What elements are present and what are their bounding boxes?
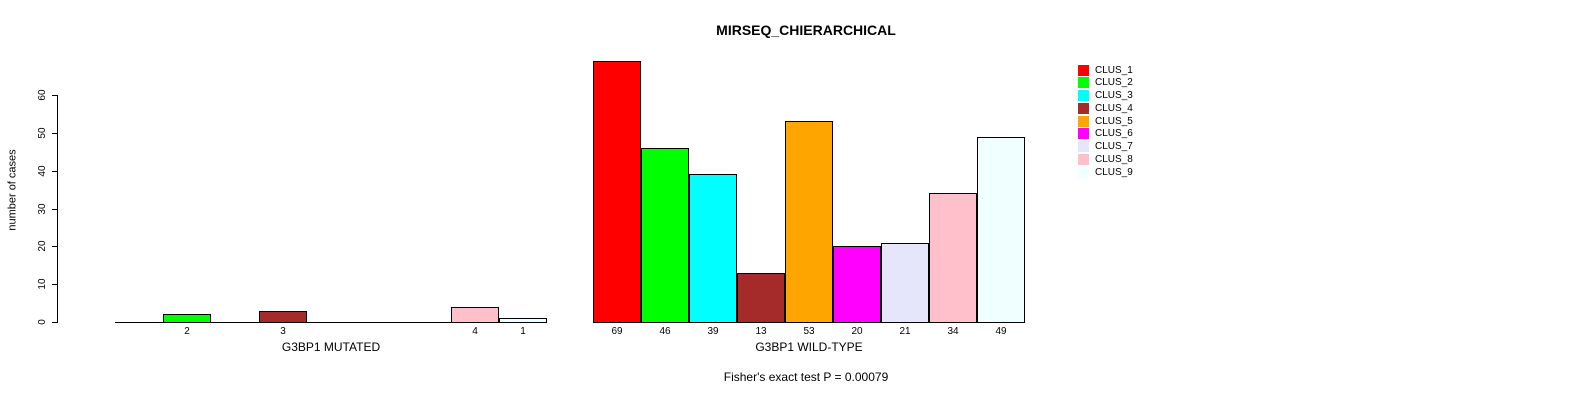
y-axis-tick-60 <box>52 95 57 96</box>
legend-swatch-clus_2 <box>1078 77 1089 88</box>
bar-clus_9-g3bp1-mutated <box>499 318 547 323</box>
x-axis-baseline-g3bp1-mutated <box>115 322 547 323</box>
fisher-test-annotation: Fisher's exact test P = 0.00079 <box>723 370 889 384</box>
bar-clus_4-g3bp1-wild-type <box>737 273 785 323</box>
y-axis-tick-label-10: 10 <box>37 278 48 290</box>
bar-value-label-clus_4-g3bp1-wild-type: 13 <box>755 326 767 337</box>
y-axis-tick-label-30: 30 <box>37 203 48 215</box>
bar-value-label-clus_9-g3bp1-mutated: 1 <box>520 326 526 337</box>
y-axis-title: number of cases <box>6 149 19 231</box>
bar-value-label-clus_5-g3bp1-wild-type: 53 <box>803 326 815 337</box>
bar-clus_5-g3bp1-wild-type <box>785 121 833 323</box>
bar-clus_9-g3bp1-wild-type <box>977 137 1025 323</box>
legend-label-clus_9: CLUS_9 <box>1095 167 1133 178</box>
legend-label-clus_4: CLUS_4 <box>1095 103 1133 114</box>
y-axis-tick-label-40: 40 <box>37 165 48 177</box>
bar-value-label-clus_2-g3bp1-mutated: 2 <box>184 326 190 337</box>
bar-clus_1-g3bp1-wild-type <box>593 61 641 323</box>
legend-swatch-clus_9 <box>1078 167 1089 178</box>
y-axis-tick-label-20: 20 <box>37 240 48 252</box>
bar-clus_7-g3bp1-wild-type <box>881 243 929 323</box>
bar-clus_2-g3bp1-mutated <box>163 314 211 323</box>
y-axis-tick-label-60: 60 <box>37 89 48 101</box>
legend-swatch-clus_7 <box>1078 141 1089 152</box>
y-axis-tick-label-0: 0 <box>37 319 48 325</box>
legend-swatch-clus_6 <box>1078 128 1089 139</box>
y-axis-tick-50 <box>52 133 57 134</box>
legend-label-clus_1: CLUS_1 <box>1095 65 1133 76</box>
y-axis-tick-0 <box>52 322 57 323</box>
bar-clus_2-g3bp1-wild-type <box>641 148 689 323</box>
y-axis-tick-20 <box>52 246 57 247</box>
group-label-g3bp1-mutated: G3BP1 MUTATED <box>281 340 381 354</box>
bar-clus_8-g3bp1-mutated <box>451 307 499 323</box>
bar-value-label-clus_8-g3bp1-wild-type: 34 <box>947 326 959 337</box>
legend-label-clus_8: CLUS_8 <box>1095 154 1133 165</box>
legend-swatch-clus_8 <box>1078 154 1089 165</box>
legend-label-clus_5: CLUS_5 <box>1095 116 1133 127</box>
bar-clus_3-g3bp1-wild-type <box>689 174 737 323</box>
legend-swatch-clus_1 <box>1078 65 1089 76</box>
y-axis-tick-10 <box>52 284 57 285</box>
group-label-g3bp1-wild-type: G3BP1 WILD-TYPE <box>755 340 863 354</box>
y-axis-tick-40 <box>52 171 57 172</box>
bar-clus_8-g3bp1-wild-type <box>929 193 977 323</box>
legend-label-clus_3: CLUS_3 <box>1095 90 1133 101</box>
bar-value-label-clus_3-g3bp1-wild-type: 39 <box>707 326 719 337</box>
bar-value-label-clus_7-g3bp1-wild-type: 21 <box>899 326 911 337</box>
legend-swatch-clus_4 <box>1078 103 1089 114</box>
legend-label-clus_7: CLUS_7 <box>1095 141 1133 152</box>
legend-swatch-clus_3 <box>1078 90 1089 101</box>
y-axis-tick-label-50: 50 <box>37 127 48 139</box>
chart-title: MIRSEQ_CHIERARCHICAL <box>716 22 896 38</box>
bar-value-label-clus_8-g3bp1-mutated: 4 <box>472 326 478 337</box>
bar-value-label-clus_1-g3bp1-wild-type: 69 <box>611 326 623 337</box>
legend-swatch-clus_5 <box>1078 116 1089 127</box>
bar-value-label-clus_9-g3bp1-wild-type: 49 <box>995 326 1007 337</box>
bar-value-label-clus_4-g3bp1-mutated: 3 <box>280 326 286 337</box>
legend-label-clus_2: CLUS_2 <box>1095 77 1133 88</box>
bar-clus_6-g3bp1-wild-type <box>833 246 881 323</box>
bar-value-label-clus_6-g3bp1-wild-type: 20 <box>851 326 863 337</box>
bar-clus_4-g3bp1-mutated <box>259 311 307 323</box>
legend-label-clus_6: CLUS_6 <box>1095 128 1133 139</box>
bar-value-label-clus_2-g3bp1-wild-type: 46 <box>659 326 671 337</box>
y-axis-line <box>57 95 58 323</box>
y-axis-tick-30 <box>52 209 57 210</box>
